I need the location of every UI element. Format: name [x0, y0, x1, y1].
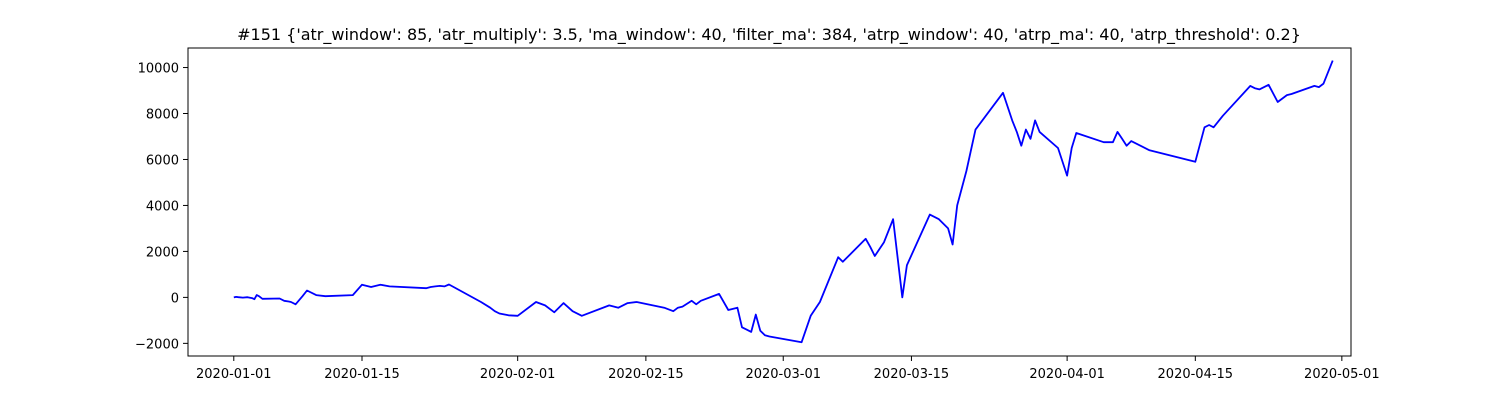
x-tick-label: 2020-03-15: [874, 367, 950, 382]
y-axis: −2000 0 2000 4000 6000 8000 10000: [135, 62, 188, 352]
plot-area-frame: [187, 47, 1352, 357]
x-tick-label: 2020-02-01: [480, 367, 556, 382]
y-tick-label: 10000: [138, 62, 179, 77]
y-tick-label: 2000: [146, 245, 179, 260]
x-tick-label: 2020-04-15: [1158, 367, 1234, 382]
y-tick-label: 0: [171, 291, 179, 306]
y-tick-label: 6000: [146, 153, 179, 168]
x-tick-label: 2020-05-01: [1304, 367, 1380, 382]
x-tick-label: 2020-01-15: [324, 367, 400, 382]
y-tick-label: 4000: [146, 199, 179, 214]
x-tick-label: 2020-02-15: [608, 367, 684, 382]
x-axis: 2020-01-01 2020-01-15 2020-02-01 2020-02-15…: [196, 356, 1380, 382]
y-tick-label: −2000: [135, 337, 179, 352]
series-line: [233, 60, 1334, 344]
x-tick-label: 2020-03-01: [745, 367, 821, 382]
x-tick-label: 2020-01-01: [196, 367, 272, 382]
y-tick-label: 8000: [146, 108, 179, 123]
x-tick-label: 2020-04-01: [1029, 367, 1105, 382]
chart-title: #151 {'atr_window': 85, 'atr_multiply': …: [237, 25, 1301, 45]
